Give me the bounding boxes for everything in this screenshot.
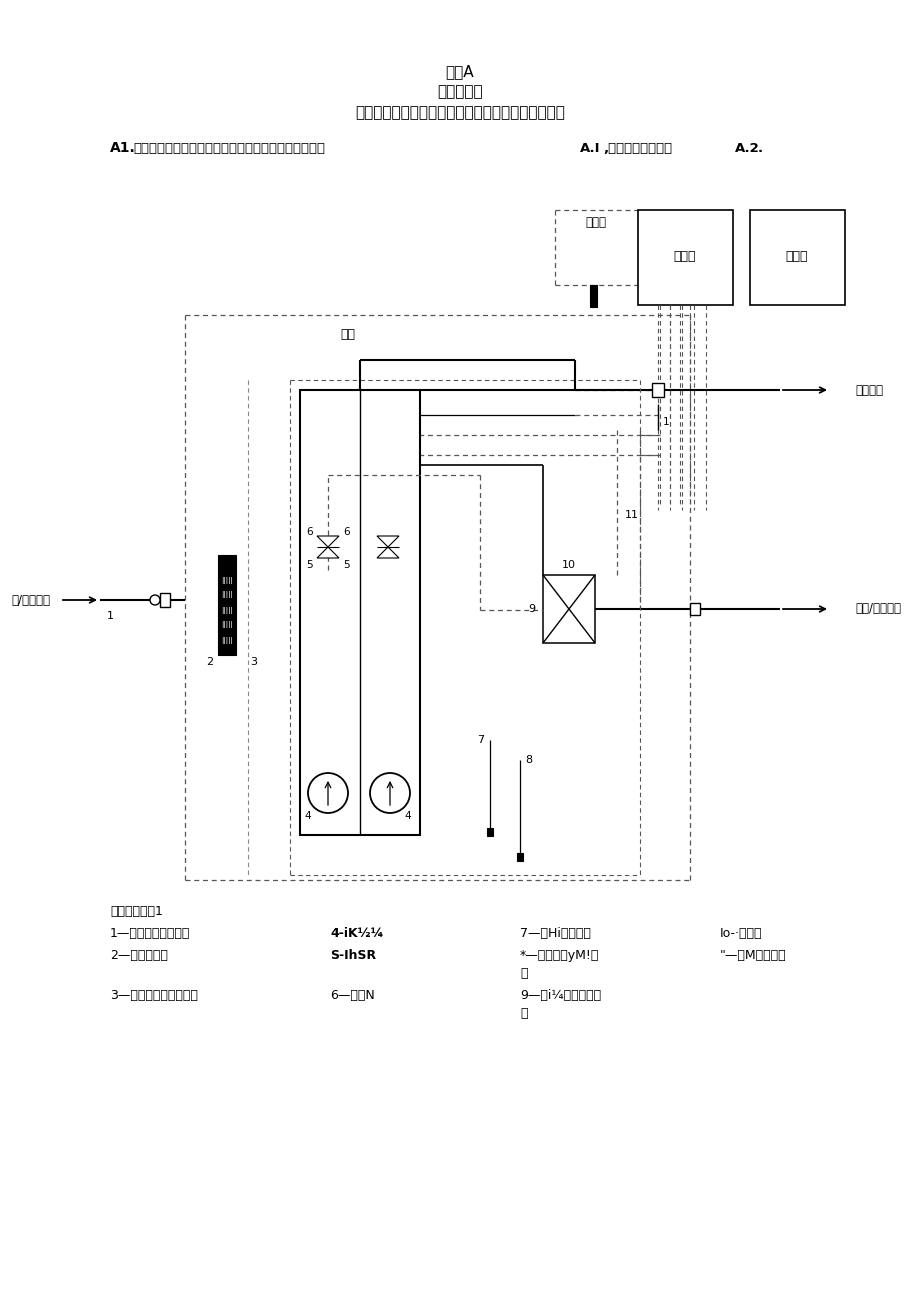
Text: 附录A: 附录A [445, 65, 474, 79]
Text: 雨量计: 雨量计 [584, 216, 606, 229]
Text: 1: 1 [663, 418, 669, 427]
Text: （资料性）: （资料性） [437, 85, 482, 99]
Text: "—淞M管道系统: "—淞M管道系统 [720, 948, 786, 961]
Text: *—总核液位yM!开: *—总核液位yM!开 [519, 948, 598, 961]
Bar [516, 853, 522, 861]
Text: 1—可曲插程皎软接头: 1—可曲插程皎软接头 [110, 928, 190, 941]
Text: A1.: A1. [110, 141, 136, 155]
Circle shape [369, 773, 410, 813]
Text: Io-·水阀门: Io-·水阀门 [720, 928, 762, 941]
Text: ,构造组成示意见图: ,构造组成示意见图 [602, 142, 672, 155]
Bar [749, 209, 844, 304]
Text: |||||: ||||| [221, 576, 233, 584]
Text: 1: 1 [107, 611, 113, 621]
Text: 3: 3 [250, 657, 256, 667]
Text: 标引序号说明1: 标引序号说明1 [110, 905, 163, 919]
Text: 城镇雨水雨水分水分升井一体化讹备工作原理示意见图: 城镇雨水雨水分水分升井一体化讹备工作原理示意见图 [133, 142, 324, 155]
Circle shape [150, 595, 160, 605]
Text: 9: 9 [528, 604, 535, 614]
Circle shape [308, 773, 347, 813]
Text: S-IhSR: S-IhSR [330, 948, 376, 961]
Bar [160, 593, 170, 608]
Polygon shape [377, 546, 399, 558]
Text: |||||: ||||| [221, 606, 233, 614]
Text: 井筒: 井筒 [340, 328, 355, 341]
Text: |||||: ||||| [221, 636, 233, 644]
Text: 10: 10 [562, 559, 575, 570]
Bar [589, 285, 596, 307]
Text: 5: 5 [306, 559, 313, 570]
Text: 4-iK½¼: 4-iK½¼ [330, 928, 383, 941]
Text: 污/雨水管网: 污/雨水管网 [11, 593, 50, 606]
Bar [637, 209, 732, 304]
Text: 9—超i¼液位浮球开: 9—超i¼液位浮球开 [519, 989, 600, 1002]
Text: 3—水原在线监测仿密器: 3—水原在线监测仿密器 [110, 989, 198, 1002]
Polygon shape [317, 546, 338, 558]
Text: 城镇雨水污水分流提升井一体化设备工作原理和构造: 城镇雨水污水分流提升井一体化设备工作原理和构造 [355, 105, 564, 121]
Text: .: . [757, 142, 762, 155]
Text: 6: 6 [306, 527, 313, 537]
Text: 2—提龛式格界: 2—提龛式格界 [110, 948, 167, 961]
Text: A.2: A.2 [734, 142, 759, 155]
Text: 关: 关 [519, 967, 527, 980]
Text: 控制柜: 控制柜 [673, 251, 696, 264]
Text: 河道/雨水管网: 河道/雨水管网 [854, 602, 900, 615]
Bar [689, 602, 699, 615]
Text: 5: 5 [344, 559, 350, 570]
Bar [218, 556, 236, 654]
Text: A.I: A.I [579, 142, 600, 155]
Text: 7—龄Hi茺液也计: 7—龄Hi茺液也计 [519, 928, 590, 941]
Bar [652, 382, 664, 397]
Text: 4: 4 [404, 811, 411, 821]
Text: 7: 7 [476, 735, 483, 745]
Text: 8: 8 [525, 755, 531, 765]
Bar [300, 390, 420, 835]
Polygon shape [377, 536, 399, 546]
Text: 污水管网: 污水管网 [854, 384, 882, 397]
Text: |||||: ||||| [221, 592, 233, 598]
Text: 液压站: 液压站 [785, 251, 808, 264]
Text: 11: 11 [624, 510, 639, 520]
Text: 6—校修N: 6—校修N [330, 989, 374, 1002]
Text: 6: 6 [344, 527, 350, 537]
Text: 4: 4 [304, 811, 311, 821]
Polygon shape [317, 536, 338, 546]
Text: 关: 关 [519, 1007, 527, 1020]
Bar [486, 827, 493, 837]
Text: 2: 2 [206, 657, 213, 667]
Text: |||||: ||||| [221, 622, 233, 628]
Bar [542, 575, 595, 643]
